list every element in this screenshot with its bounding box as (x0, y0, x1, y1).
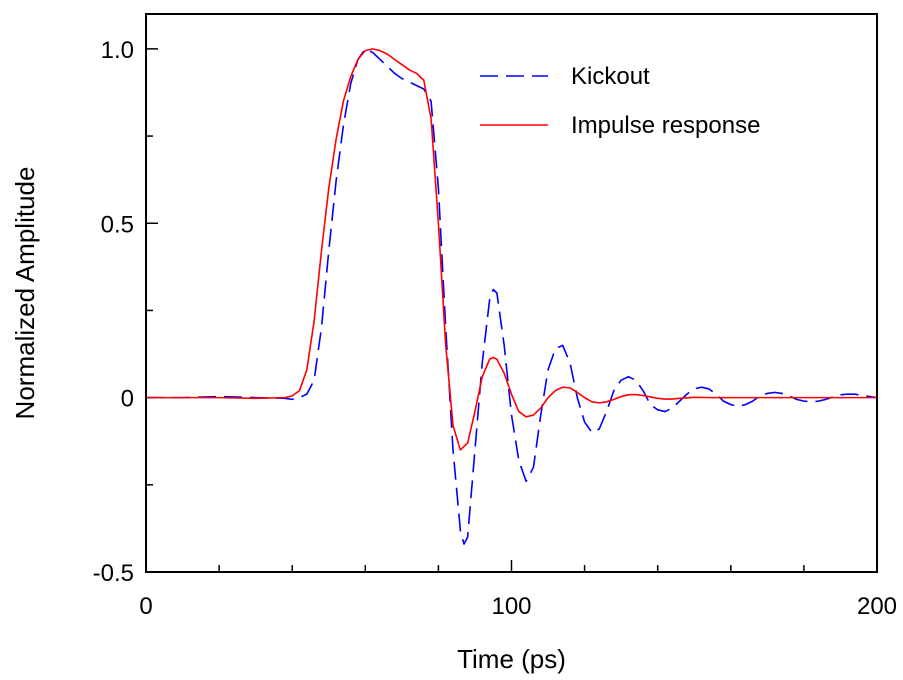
legend: Kickout Impulse response (480, 63, 760, 139)
series-line-1 (146, 48, 877, 451)
labels-layer: 0 100 200-0.500.51.0 (93, 37, 897, 620)
x-tick-label: 0 (139, 593, 152, 620)
y-axis-title: Normalized Amplitude (10, 167, 40, 420)
x-axis-title: Time (ps) (457, 644, 566, 674)
y-tick-label: -0.5 (93, 560, 134, 587)
ticks-layer (145, 48, 878, 573)
series-line-0 (146, 48, 878, 545)
plot-frame (145, 13, 878, 573)
y-tick-label: 0 (121, 386, 134, 413)
y-tick-label: 0.5 (101, 211, 134, 238)
legend-label-kickout: Kickout (571, 63, 650, 90)
x-tick-label: 100 (491, 593, 531, 620)
legend-label-impulse-response: Impulse response (571, 112, 760, 139)
series-layer (146, 48, 878, 545)
x-tick-label: 200 (857, 593, 897, 620)
y-tick-label: 1.0 (101, 37, 134, 64)
